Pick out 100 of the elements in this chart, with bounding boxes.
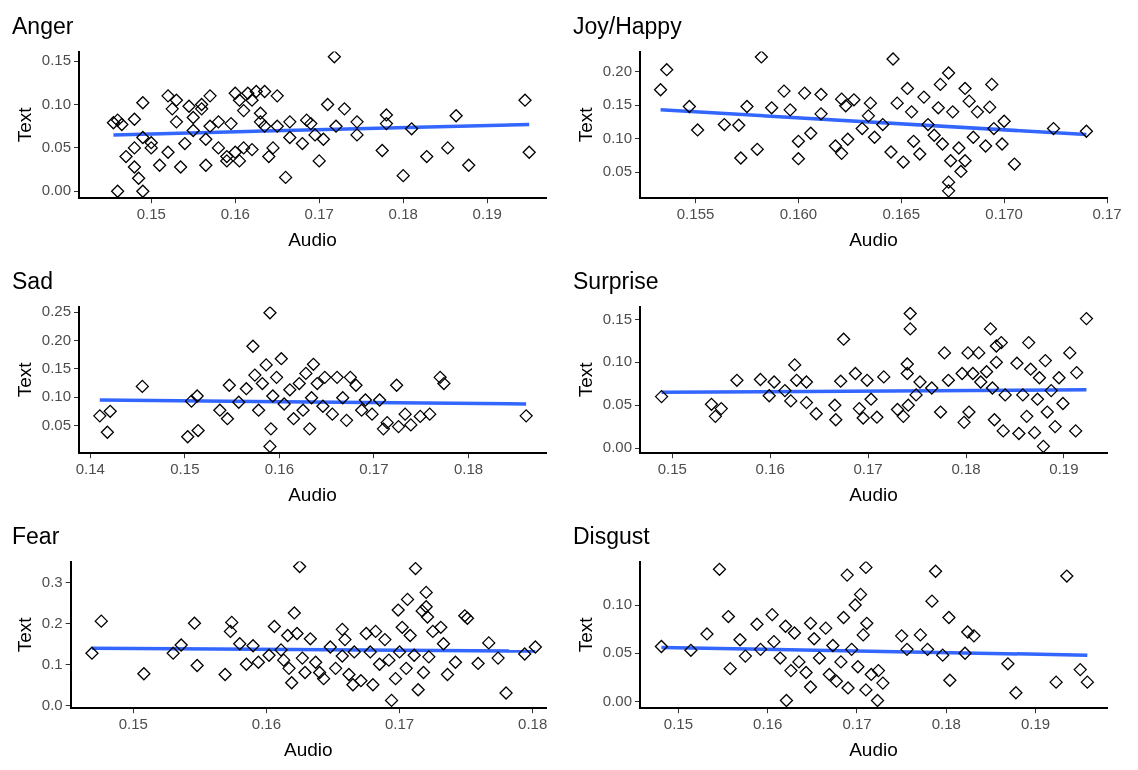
point: [380, 415, 394, 430]
y-tick-label: 0.3: [41, 572, 63, 590]
x-tick-label: 0.18: [931, 715, 961, 733]
point: [349, 378, 363, 392]
point: [100, 425, 115, 439]
point: [232, 395, 246, 409]
y-tick-label: 0.00: [602, 691, 632, 709]
x-tick-label: 0.16: [220, 205, 250, 223]
y-tick-label: 0.00: [41, 181, 71, 199]
point: [220, 412, 235, 426]
point: [251, 403, 266, 417]
point: [264, 422, 278, 436]
point: [423, 407, 437, 421]
x-tick-label: 0.16: [264, 460, 295, 478]
point: [299, 366, 313, 381]
x-tick-label: 0.155: [676, 205, 715, 223]
point: [277, 397, 291, 411]
y-axis-title: Text: [13, 106, 35, 143]
x-tick-label: 0.15: [657, 460, 687, 478]
y-tick-label: 0.05: [602, 395, 632, 413]
point: [336, 391, 350, 405]
x-tick-label: 0.17: [853, 460, 883, 478]
x-axis-title: Audio: [849, 483, 898, 505]
point: [246, 339, 260, 353]
y-tick-label: 0.10: [602, 595, 632, 613]
y-tick-label: 0.15: [602, 95, 632, 113]
point: [376, 422, 391, 436]
y-tick-label: 0.15: [602, 309, 632, 327]
x-axis-title: Audio: [849, 228, 898, 250]
point: [519, 409, 533, 423]
point: [222, 378, 236, 392]
y-axis-title: Text: [13, 361, 35, 398]
x-tick-label: 0.15: [136, 205, 166, 223]
y-tick-label: 0.25: [41, 302, 71, 320]
y-axis-title: Text: [13, 616, 35, 653]
point: [181, 430, 195, 444]
x-tick-label: 0.160: [779, 205, 818, 223]
y-tick-label: 0.2: [41, 613, 63, 631]
y-axis-title: Text: [574, 361, 596, 398]
point: [239, 382, 253, 396]
x-tick-label: 0.15: [170, 460, 200, 478]
point: [292, 376, 306, 391]
y-tick-label: 0.10: [41, 94, 71, 112]
point: [266, 389, 280, 403]
chart-title: Fear: [12, 523, 60, 550]
point: [330, 370, 344, 384]
x-tick-label: 0.19: [1049, 460, 1079, 478]
point: [316, 399, 330, 413]
y-tick-label: 0.20: [41, 330, 71, 348]
x-axis-title: Audio: [288, 483, 337, 505]
x-tick-label: 0.16: [755, 460, 785, 478]
point: [391, 419, 406, 434]
point: [103, 404, 117, 418]
point: [318, 370, 332, 384]
point: [304, 391, 319, 405]
point: [283, 383, 297, 397]
x-axis-title: Audio: [288, 228, 337, 250]
point: [389, 378, 404, 392]
point: [190, 389, 204, 403]
y-tick-label: 0.10: [602, 352, 632, 370]
y-axis-title: Text: [574, 616, 596, 653]
y-tick-label: 0.00: [602, 438, 632, 456]
point: [263, 306, 277, 320]
point: [135, 379, 149, 394]
point: [248, 368, 262, 382]
x-tick-label: 0.19: [1020, 715, 1051, 733]
point: [372, 393, 387, 407]
point: [259, 358, 273, 372]
x-tick-label: 0.15: [118, 715, 148, 733]
y-tick-label: 0.0: [41, 695, 63, 713]
y-tick-label: 0.05: [41, 138, 71, 156]
point: [93, 409, 107, 423]
point: [404, 418, 418, 432]
x-tick-label: 0.170: [985, 205, 1023, 223]
x-tick-label: 0.17: [359, 460, 389, 478]
point: [365, 407, 379, 421]
x-tick-label: 0.18: [951, 460, 981, 478]
x-tick-label: 0.17: [842, 715, 872, 733]
y-tick-label: 0.15: [41, 51, 71, 69]
point: [306, 357, 321, 371]
point: [263, 439, 277, 454]
y-tick-label: 0.05: [41, 415, 71, 433]
x-tick-label: 0.18: [518, 715, 548, 733]
chart-title: Joy/Happy: [573, 13, 683, 40]
y-tick-label: 0.15: [41, 359, 71, 376]
x-axis-title: Audio: [849, 738, 898, 760]
x-tick-label: 0.14: [75, 460, 105, 478]
y-tick-label: 0.20: [602, 61, 632, 79]
x-axis-title: Audio: [284, 738, 333, 760]
x-tick-label: 0.165: [882, 205, 921, 223]
point: [286, 412, 301, 426]
x-tick-label: 0.16: [251, 715, 281, 733]
point: [413, 409, 427, 424]
point: [191, 423, 205, 438]
point: [213, 403, 227, 417]
point: [343, 370, 357, 384]
point: [437, 376, 451, 391]
point: [274, 352, 288, 366]
x-tick-label: 0.17: [384, 715, 415, 733]
point: [255, 376, 270, 391]
